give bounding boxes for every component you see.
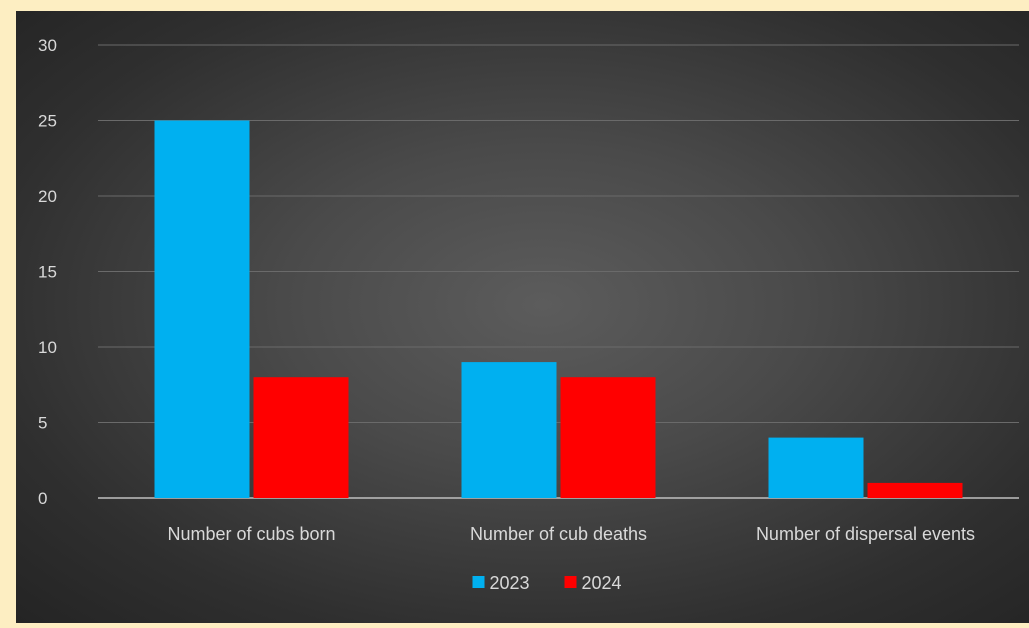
y-tick-label: 15 xyxy=(38,263,57,282)
x-category-label: Number of cubs born xyxy=(167,524,335,544)
legend-swatch-2024 xyxy=(564,576,577,588)
y-tick-label: 0 xyxy=(38,489,47,508)
y-tick-label: 30 xyxy=(38,36,57,55)
x-category-label: Number of cub deaths xyxy=(470,524,647,544)
bar-chart: 0 5 10 15 20 25 30 Number of cubs born Number of… xyxy=(38,36,1019,593)
bar-2023-0 xyxy=(154,120,250,498)
bar-2024-0 xyxy=(253,377,349,498)
y-tick-label: 20 xyxy=(38,187,57,206)
bar-2024-1 xyxy=(560,377,656,498)
y-tick-label: 5 xyxy=(38,414,47,433)
y-tick-label: 25 xyxy=(38,112,57,131)
bar-2023-1 xyxy=(461,362,557,498)
legend-label-2023: 2023 xyxy=(490,573,530,593)
chart-panel: 0 5 10 15 20 25 30 Number of cubs born Number of… xyxy=(16,11,1029,623)
y-tick-label: 10 xyxy=(38,338,57,357)
legend-swatch-2023 xyxy=(472,576,485,588)
legend-label-2024: 2024 xyxy=(582,573,622,593)
x-category-label: Number of dispersal events xyxy=(756,524,975,544)
bar-2023-2 xyxy=(768,437,864,498)
bar-2024-2 xyxy=(867,482,963,498)
